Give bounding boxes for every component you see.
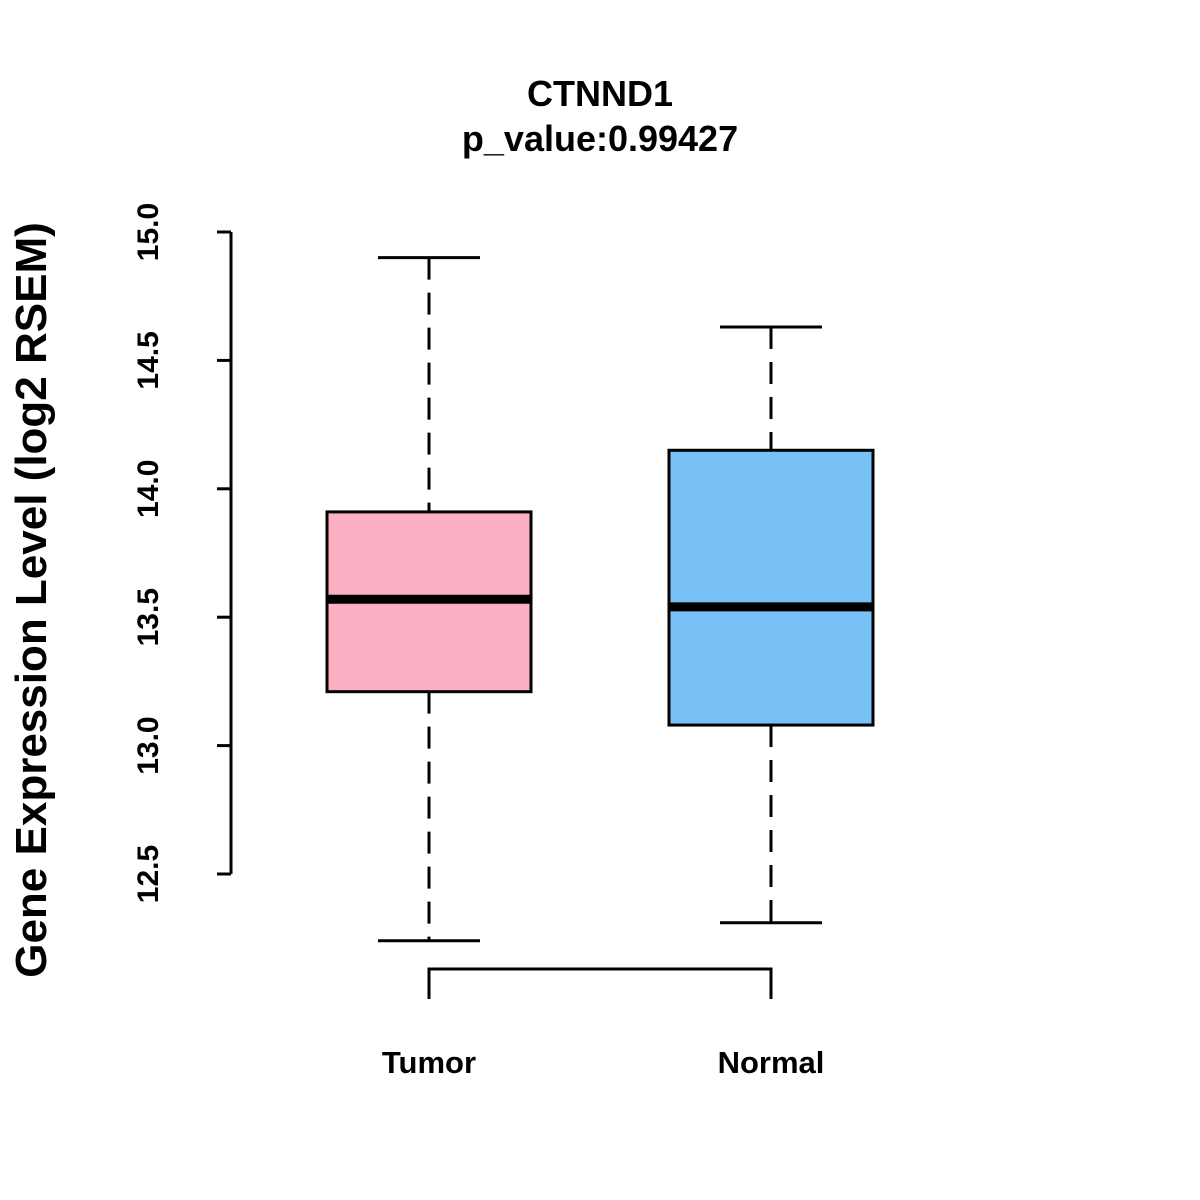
iqr-box	[667, 448, 875, 727]
category-labels: Tumor Normal	[382, 1045, 824, 1080]
comparison-bracket	[427, 967, 773, 999]
box-tumor	[325, 256, 533, 943]
chart-subtitle: p_value:0.99427	[462, 118, 738, 159]
box-group	[325, 256, 875, 943]
y-tick-label: 15.0	[132, 203, 165, 261]
x-category-label: Normal	[718, 1045, 825, 1080]
y-axis-label: Gene Expression Level (log2 RSEM)	[7, 222, 56, 978]
y-tick-label: 14.5	[132, 331, 165, 389]
box-normal	[667, 325, 875, 925]
y-axis-ticks: 12.5 13.0 13.5 14.0 14.5 15.0	[132, 203, 231, 903]
y-tick-label: 12.5	[132, 845, 165, 903]
y-tick-label: 13.5	[132, 588, 165, 646]
bracket-line	[427, 967, 773, 999]
chart-title: CTNND1	[527, 73, 673, 114]
x-category-label: Tumor	[382, 1045, 476, 1080]
y-tick-label: 13.0	[132, 716, 165, 774]
y-tick-label: 14.0	[132, 460, 165, 518]
